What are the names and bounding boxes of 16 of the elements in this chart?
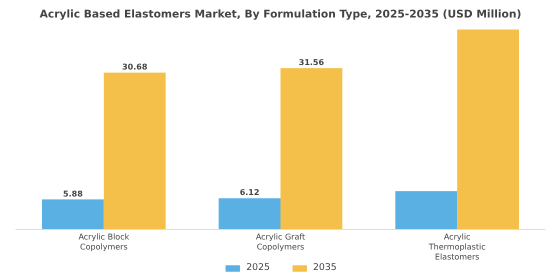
bar	[457, 30, 519, 230]
bar	[42, 199, 104, 230]
data-label: 31.56	[298, 58, 325, 68]
x-tick-label: Acrylic Thermoplastic Elastomers	[428, 232, 486, 262]
bar	[280, 68, 342, 230]
x-tick-label: Acrylic Block Copolymers	[78, 232, 130, 252]
data-label: 5.88	[63, 189, 84, 198]
x-tick-label: Acrylic Graft Copolymers	[256, 232, 306, 252]
data-label: 6.12	[240, 188, 260, 198]
legend-label: 2025	[246, 262, 270, 273]
bar	[104, 72, 166, 230]
chart-title: Acrylic Based Elastomers Market, By Formulation Type, 2025-2035 (USD Million)	[40, 8, 522, 20]
bar	[218, 198, 280, 230]
bar	[395, 191, 458, 230]
legend-label: 2035	[313, 262, 337, 273]
data-label: 30.68	[122, 62, 148, 72]
